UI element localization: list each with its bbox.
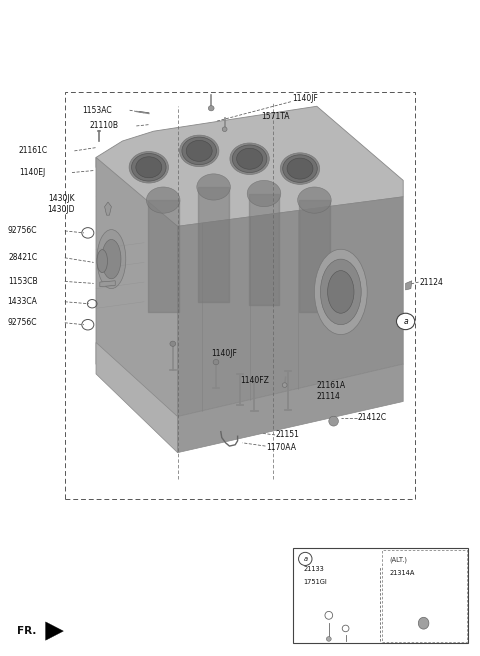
Text: 1140JF: 1140JF <box>211 349 237 358</box>
Polygon shape <box>178 364 403 453</box>
Ellipse shape <box>208 106 214 111</box>
Ellipse shape <box>282 383 287 387</box>
Ellipse shape <box>132 154 166 181</box>
Bar <box>293 548 468 643</box>
Ellipse shape <box>247 180 281 207</box>
Text: a: a <box>403 317 408 326</box>
Ellipse shape <box>180 135 219 167</box>
Text: a: a <box>303 556 307 562</box>
Ellipse shape <box>326 636 331 642</box>
Text: 21133: 21133 <box>303 565 324 572</box>
Polygon shape <box>324 560 401 590</box>
Text: 92756C: 92756C <box>8 226 37 236</box>
Text: 28421C: 28421C <box>8 253 37 262</box>
Polygon shape <box>105 202 111 215</box>
Text: 21412C: 21412C <box>358 413 387 422</box>
Ellipse shape <box>321 259 361 325</box>
Ellipse shape <box>129 152 168 183</box>
Text: FR.: FR. <box>17 626 36 636</box>
Ellipse shape <box>327 270 354 313</box>
Ellipse shape <box>232 145 267 173</box>
Ellipse shape <box>329 417 338 426</box>
Text: 1170AA: 1170AA <box>266 443 297 452</box>
Ellipse shape <box>146 187 180 213</box>
Ellipse shape <box>230 143 269 174</box>
Text: 1430JD: 1430JD <box>47 205 74 214</box>
Text: 21124: 21124 <box>420 277 444 287</box>
Ellipse shape <box>213 359 219 365</box>
Text: 21314A: 21314A <box>389 569 414 576</box>
Ellipse shape <box>298 187 331 213</box>
Ellipse shape <box>283 155 317 182</box>
Bar <box>382 550 467 642</box>
Ellipse shape <box>314 249 367 335</box>
Polygon shape <box>96 342 178 453</box>
Text: 92756C: 92756C <box>8 318 37 327</box>
Ellipse shape <box>197 174 230 200</box>
Ellipse shape <box>299 552 312 565</box>
Text: 21151: 21151 <box>276 430 300 440</box>
Ellipse shape <box>222 127 227 131</box>
Polygon shape <box>96 106 403 226</box>
Text: 21110B: 21110B <box>89 121 118 131</box>
Text: 21161C: 21161C <box>19 146 48 155</box>
Ellipse shape <box>280 153 320 184</box>
Ellipse shape <box>182 137 216 165</box>
Text: (ALT.): (ALT.) <box>389 556 407 563</box>
Ellipse shape <box>136 157 162 178</box>
Text: 1140FZ: 1140FZ <box>240 376 269 385</box>
Polygon shape <box>327 586 412 615</box>
Ellipse shape <box>418 617 429 629</box>
Text: 1140JF: 1140JF <box>292 94 318 103</box>
Text: 21114: 21114 <box>317 392 341 401</box>
Text: 1430JK: 1430JK <box>48 194 74 203</box>
Polygon shape <box>46 622 63 640</box>
Text: 1433CA: 1433CA <box>8 297 37 306</box>
Text: 1153CB: 1153CB <box>8 277 37 286</box>
Text: 1571TA: 1571TA <box>262 112 290 121</box>
Ellipse shape <box>97 230 126 289</box>
Polygon shape <box>100 281 115 287</box>
Ellipse shape <box>287 158 313 179</box>
Ellipse shape <box>237 148 263 169</box>
Text: 1140EJ: 1140EJ <box>19 168 46 177</box>
Ellipse shape <box>102 239 121 279</box>
Ellipse shape <box>396 314 415 329</box>
Text: 1153AC: 1153AC <box>82 106 112 115</box>
Ellipse shape <box>170 341 176 346</box>
Text: 21161A: 21161A <box>317 380 346 390</box>
Polygon shape <box>406 281 412 290</box>
Polygon shape <box>96 157 178 417</box>
Polygon shape <box>178 197 403 417</box>
Bar <box>65 92 415 499</box>
Ellipse shape <box>97 249 108 273</box>
Text: 21171E: 21171E <box>398 574 427 583</box>
Text: 21171F: 21171F <box>383 594 411 604</box>
Ellipse shape <box>186 140 212 161</box>
Text: 1751GI: 1751GI <box>303 579 327 585</box>
